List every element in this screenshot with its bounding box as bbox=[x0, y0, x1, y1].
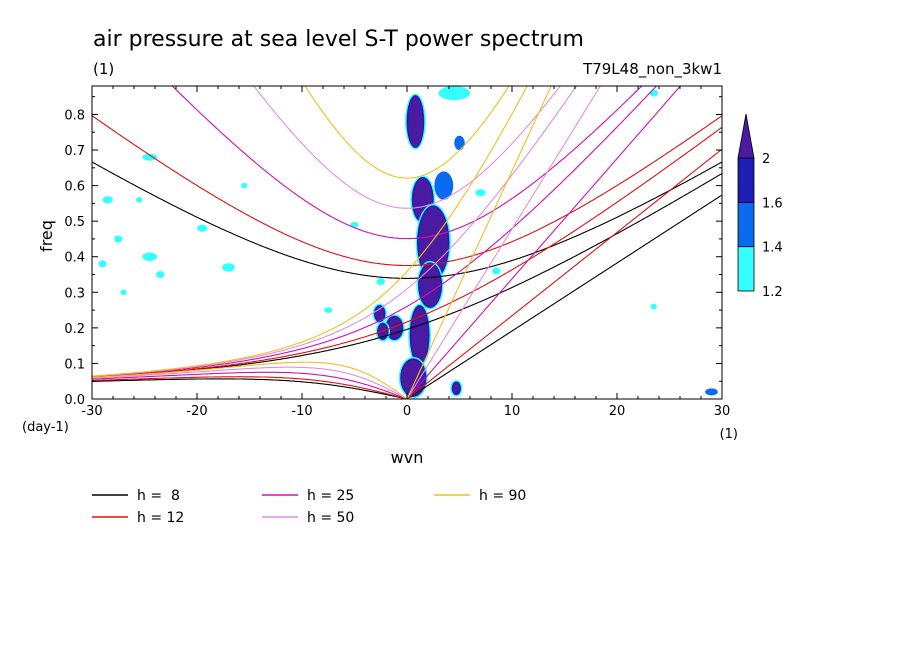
y-tick-label: 0.8 bbox=[64, 108, 85, 123]
x-axis-units: (1) bbox=[720, 427, 738, 442]
colorbar-label: 1.6 bbox=[762, 196, 783, 211]
curve-igw-h50 bbox=[253, 86, 561, 209]
spectral-region-22 bbox=[98, 260, 107, 268]
curve-kelvin-h8 bbox=[406, 194, 722, 399]
legend-label-h25: h = 25 bbox=[307, 488, 354, 504]
colorbar-extension bbox=[737, 113, 755, 159]
y-tick-label: 0.0 bbox=[64, 393, 85, 408]
curve-mrg-h12 bbox=[92, 126, 722, 378]
spectral-region-0 bbox=[408, 96, 423, 147]
curve-igw-h8 bbox=[92, 161, 722, 279]
x-tick-label: -30 bbox=[81, 404, 102, 419]
curve-rossby-h8 bbox=[92, 378, 407, 399]
y-tick-label: 0.4 bbox=[64, 251, 85, 266]
curve-rossby-h25 bbox=[92, 371, 407, 399]
colorbar-label: 1.2 bbox=[762, 285, 783, 300]
curve-igw-h12 bbox=[92, 115, 722, 267]
spectral-region-23 bbox=[324, 307, 333, 313]
chart-title: air pressure at sea level S-T power spec… bbox=[93, 27, 584, 52]
spectral-region-16 bbox=[114, 235, 123, 243]
curve-rossby-h12 bbox=[92, 376, 407, 399]
legend-label-h50: h = 50 bbox=[307, 510, 354, 526]
y-tick-label: 0.7 bbox=[64, 144, 85, 159]
curve-rossby-h50 bbox=[92, 366, 407, 399]
colorbar-segment-0 bbox=[737, 246, 755, 292]
curve-kelvin-h50 bbox=[406, 86, 601, 399]
curve-mrg-h50 bbox=[92, 86, 578, 377]
colorbar-segment-1 bbox=[737, 201, 755, 248]
colorbar: 1.2 1.4 1.6 2 bbox=[737, 113, 783, 300]
legend-label-h8: h = 8 bbox=[137, 488, 180, 504]
spectral-region-31 bbox=[650, 303, 657, 310]
y-tick-label: 0.1 bbox=[64, 357, 85, 372]
curve-mrg-h25 bbox=[92, 86, 658, 378]
curve-igw-h25 bbox=[171, 86, 643, 240]
curve-kelvin-h90 bbox=[406, 86, 552, 399]
axis-ticks: -30 -20 -10 0 10 20 30 0.0 0.1 0.2 0.3 0.4 0.5 0.6 0.7… bbox=[64, 86, 730, 419]
curve-mrg-h90 bbox=[92, 86, 528, 377]
spectral-region-26 bbox=[136, 196, 143, 203]
legend: h = 8 h = 12 h = 25 h = 50 h = 90 bbox=[92, 488, 526, 526]
spectral-region-9 bbox=[453, 382, 460, 394]
curve-kelvin-h25 bbox=[406, 86, 682, 399]
curve-kelvin-h12 bbox=[406, 148, 722, 399]
curve-mrg-h8 bbox=[92, 173, 722, 379]
spectral-region-25 bbox=[241, 182, 248, 189]
x-axis-label: wvn bbox=[391, 448, 424, 467]
curve-rossby-h90 bbox=[92, 361, 407, 399]
y-axis-label: freq bbox=[37, 220, 56, 252]
x-tick-label: -20 bbox=[186, 404, 207, 419]
spectral-region-24 bbox=[350, 221, 359, 228]
legend-label-h90: h = 90 bbox=[479, 488, 526, 504]
spectral-region-30 bbox=[649, 89, 658, 97]
colorbar-label: 2 bbox=[762, 152, 770, 167]
spectral-region-15 bbox=[102, 196, 113, 204]
spectral-region-27 bbox=[376, 278, 385, 286]
spectral-region-4 bbox=[411, 306, 428, 364]
spectral-region-3 bbox=[419, 263, 441, 307]
spectral-region-20 bbox=[156, 270, 165, 279]
spectral-region-28 bbox=[475, 189, 486, 197]
run-label: T79L48_non_3kw1 bbox=[582, 60, 722, 79]
spectral-region-11 bbox=[454, 135, 465, 151]
spectral-region-13 bbox=[438, 86, 470, 101]
x-tick-label: -10 bbox=[291, 404, 312, 419]
spectral-region-21 bbox=[120, 289, 127, 296]
colorbar-label: 1.4 bbox=[762, 241, 783, 256]
dispersion-curves bbox=[92, 86, 722, 399]
power-spectrum-field bbox=[98, 86, 718, 399]
title-units: (1) bbox=[93, 60, 114, 78]
plot-area: -30 -20 -10 0 10 20 30 0.0 0.1 0.2 0.3 0.4 0.5 0.6 0.7… bbox=[64, 85, 730, 419]
spectral-region-17 bbox=[142, 252, 158, 261]
spectral-region-5 bbox=[401, 359, 425, 396]
y-tick-label: 0.3 bbox=[64, 286, 85, 301]
spectral-region-14 bbox=[142, 153, 158, 161]
spectral-region-29 bbox=[492, 267, 501, 275]
spectral-region-12 bbox=[705, 388, 718, 396]
colorbar-segment-2 bbox=[737, 157, 755, 203]
spectral-region-6 bbox=[387, 317, 402, 339]
spectral-region-10 bbox=[434, 171, 454, 200]
legend-label-h12: h = 12 bbox=[137, 510, 184, 526]
curve-igw-h90 bbox=[304, 86, 510, 179]
spectral-region-2 bbox=[418, 206, 448, 279]
spectral-region-18 bbox=[197, 224, 208, 232]
y-axis-units: (day-1) bbox=[22, 420, 69, 435]
y-tick-label: 0.5 bbox=[64, 215, 85, 230]
x-tick-label: 20 bbox=[609, 404, 626, 419]
x-tick-label: 10 bbox=[504, 404, 521, 419]
y-tick-label: 0.2 bbox=[64, 322, 85, 337]
y-tick-label: 0.6 bbox=[64, 180, 85, 195]
spectral-region-19 bbox=[222, 263, 235, 272]
x-tick-label: 30 bbox=[714, 404, 731, 419]
x-tick-label: 0 bbox=[403, 404, 411, 419]
